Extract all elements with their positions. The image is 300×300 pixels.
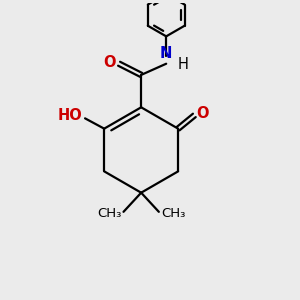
Text: O: O [103, 55, 116, 70]
Text: HO: HO [58, 109, 83, 124]
Text: O: O [196, 106, 208, 121]
Text: CH₃: CH₃ [97, 207, 121, 220]
Text: H: H [177, 57, 188, 72]
Text: N: N [160, 46, 172, 62]
Text: CH₃: CH₃ [161, 207, 186, 220]
